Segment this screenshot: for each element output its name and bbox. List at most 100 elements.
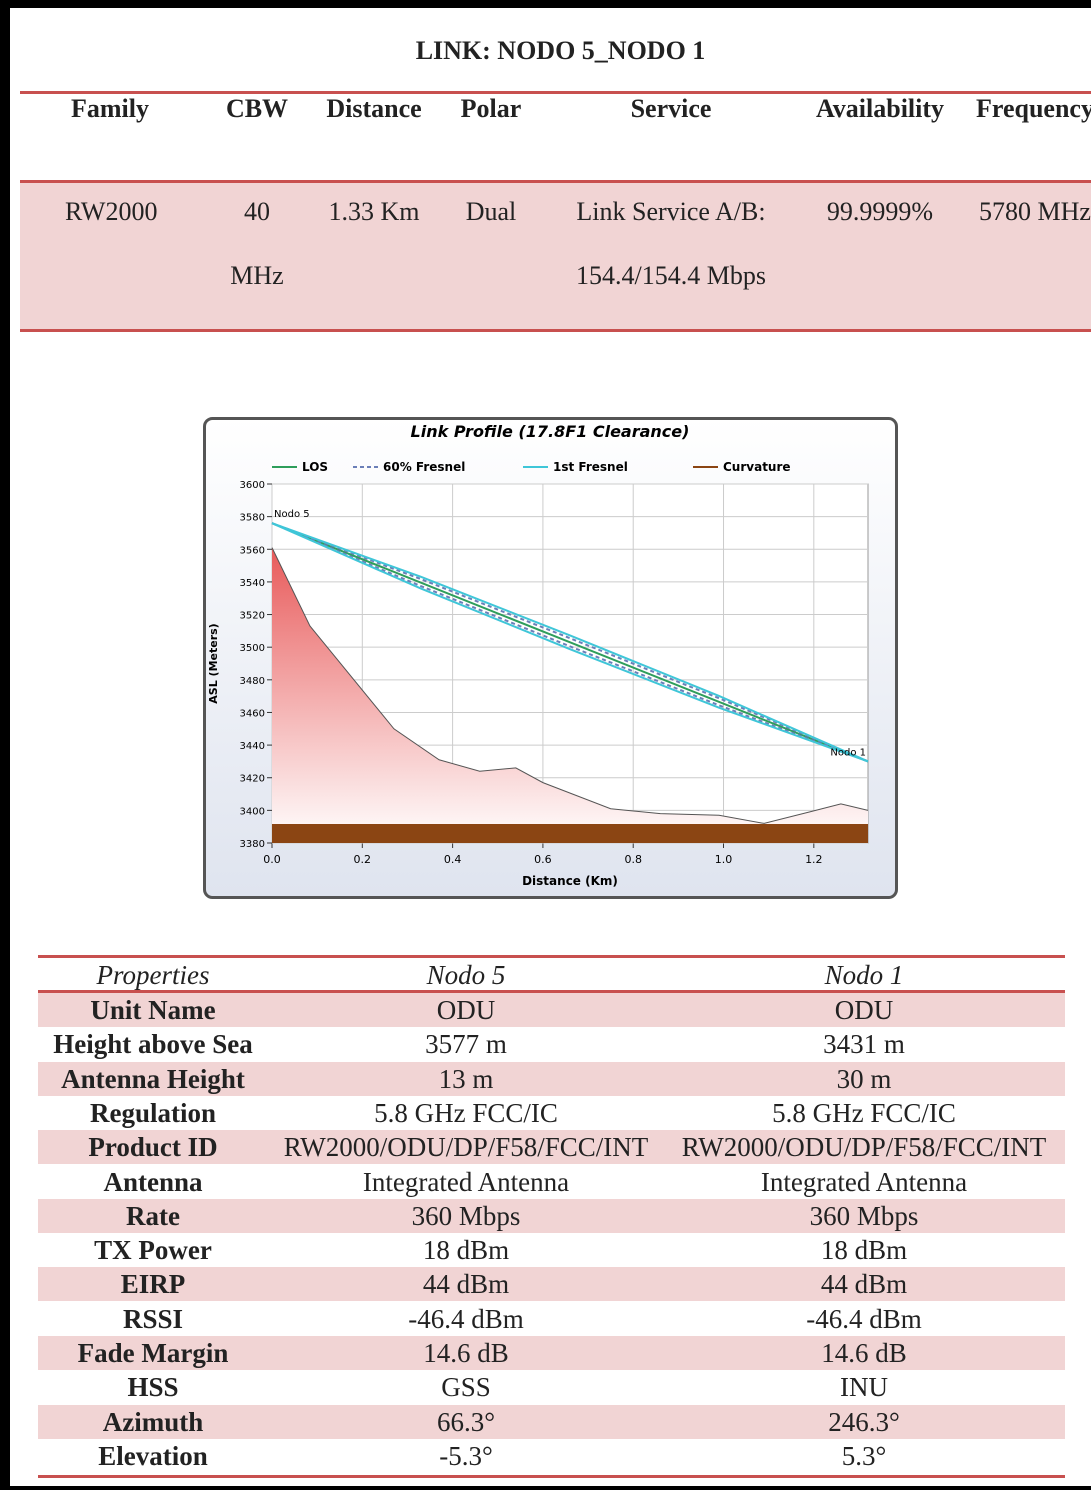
- property-value: RW2000/ODU/DP/F58/FCC/INT: [681, 1132, 1047, 1163]
- legend-label: LOS: [302, 460, 328, 474]
- y-tick-label: 3420: [240, 774, 265, 785]
- legend-label: Curvature: [723, 460, 791, 474]
- annotation: Nodo 5: [274, 509, 310, 520]
- chart-title: Link Profile (17.8F1 Clearance): [411, 422, 690, 441]
- property-value: 5.8 GHz FCC/IC: [772, 1097, 956, 1128]
- x-axis-label: Distance (Km): [522, 874, 618, 888]
- column-header: Frequency: [976, 94, 1091, 123]
- property-name: Antenna Height: [61, 1063, 245, 1094]
- property-value: GSS: [441, 1372, 491, 1403]
- table-row: HSS GSS INU: [38, 1370, 1065, 1404]
- property-name: TX Power: [94, 1235, 212, 1266]
- property-value: 3577 m: [425, 1029, 507, 1060]
- property-name: Antenna: [103, 1166, 203, 1197]
- property-value: -46.4 dBm: [408, 1303, 524, 1334]
- property-name: Product ID: [88, 1132, 218, 1163]
- property-value: 246.3°: [828, 1406, 900, 1437]
- rule: [20, 180, 1091, 183]
- property-value: 66.3°: [436, 1406, 496, 1437]
- x-tick-label: 1.2: [805, 853, 823, 866]
- property-value: RW2000/ODU/DP/F58/FCC/INT: [283, 1132, 649, 1163]
- property-name: RSSI: [122, 1303, 184, 1334]
- column-header: CBW: [225, 94, 289, 123]
- legend-label: 1st Fresnel: [553, 460, 628, 474]
- property-value: 360 Mbps: [411, 1200, 521, 1231]
- series-line: [271, 522, 869, 763]
- column-header: Nodo 5: [426, 960, 506, 990]
- link-profile-chart: Link Profile (17.8F1 Clearance) 0.0 0.2 0.…: [203, 417, 898, 899]
- table-row: Antenna Integrated Antenna Integrated Ante…: [38, 1165, 1065, 1199]
- series-line: [271, 522, 869, 763]
- annotation: Nodo 1: [830, 747, 866, 758]
- table-row: Height above Sea 3577 m 3431 m: [38, 1027, 1065, 1061]
- table-row: Unit Name ODU ODU: [38, 993, 1065, 1027]
- property-value: 18 dBm: [422, 1235, 510, 1266]
- property-value: INU: [840, 1372, 888, 1403]
- link-title: LINK: NODO 5_NODO 1: [415, 36, 706, 65]
- table-row: Product ID RW2000/ODU/DP/F58/FCC/INT RW200…: [38, 1130, 1065, 1165]
- property-value: 14.6 dB: [423, 1338, 509, 1368]
- cell: 99.9999%: [826, 197, 934, 226]
- cell: RW2000: [65, 197, 158, 226]
- header-row: Properties Nodo 5 Nodo 1: [38, 958, 1065, 992]
- cell: 1.33 Km: [328, 197, 420, 226]
- property-value: 18 dBm: [820, 1235, 908, 1266]
- row-background: [20, 180, 1091, 330]
- rule: [38, 1475, 1065, 1479]
- earth-band: [272, 825, 868, 843]
- column-header: Polar: [460, 94, 522, 123]
- column-header: Family: [71, 94, 149, 123]
- y-tick-label: 3520: [240, 611, 265, 622]
- y-tick-label: 3580: [240, 513, 265, 524]
- table-row: Regulation 5.8 GHz FCC/IC 5.8 GHz FCC/IC: [38, 1096, 1065, 1130]
- property-value: ODU: [834, 995, 894, 1025]
- property-value: -46.4 dBm: [806, 1303, 922, 1334]
- x-tick-label: 0.0: [263, 853, 281, 866]
- y-tick-label: 3380: [240, 839, 265, 850]
- property-name: HSS: [127, 1372, 179, 1403]
- property-value: 44 dBm: [422, 1269, 510, 1300]
- table-row: Rate 360 Mbps 360 Mbps: [38, 1198, 1065, 1233]
- column-header: Distance: [326, 94, 422, 123]
- cell: 40 MHz: [230, 197, 284, 290]
- y-tick-label: 3560: [240, 545, 265, 556]
- y-tick-label: 3460: [240, 708, 265, 719]
- y-tick-label: 3480: [240, 676, 265, 687]
- property-value: 13 m: [438, 1063, 494, 1094]
- property-value: 44 dBm: [820, 1269, 908, 1300]
- legend-label: 60% Fresnel: [383, 460, 465, 474]
- table-row: Fade Margin 14.6 dB 14.6 dB: [38, 1336, 1065, 1370]
- series-line: [271, 522, 869, 763]
- property-value: Integrated Antenna: [760, 1166, 968, 1197]
- x-tick-label: 0.6: [534, 853, 552, 866]
- y-tick-label: 3400: [240, 806, 265, 817]
- table-row: TX Power 18 dBm 18 dBm: [38, 1233, 1065, 1267]
- property-value: ODU: [436, 995, 496, 1025]
- series-line: [271, 522, 869, 763]
- property-value: 360 Mbps: [809, 1200, 919, 1231]
- cell: Dual: [465, 197, 517, 226]
- x-tick-label: 0.4: [444, 853, 462, 866]
- cell: 5780 MHz: [979, 197, 1091, 226]
- column-header: Availability: [815, 94, 945, 123]
- table-row: Elevation -5.3° 5.3°: [38, 1439, 1065, 1473]
- property-value: Integrated Antenna: [362, 1166, 570, 1197]
- property-name: Regulation: [89, 1097, 216, 1128]
- property-name: Height above Sea: [53, 1029, 253, 1060]
- column-header: Service: [630, 94, 712, 123]
- property-name: Elevation: [98, 1440, 208, 1471]
- column-header: Nodo 1: [824, 960, 904, 990]
- terrain-line: [271, 547, 869, 824]
- table-row: Azimuth 66.3° 246.3°: [38, 1404, 1065, 1439]
- x-tick-label: 1.0: [715, 853, 733, 866]
- property-name: Azimuth: [102, 1406, 204, 1437]
- property-name: Fade Margin: [77, 1338, 229, 1368]
- property-name: EIRP: [120, 1269, 186, 1300]
- property-value: 5.8 GHz FCC/IC: [374, 1097, 558, 1128]
- x-tick-label: 0.8: [624, 853, 642, 866]
- x-tick-label: 0.2: [354, 853, 372, 866]
- y-axis-label: ASL (Meters): [207, 623, 220, 703]
- series-line: [271, 522, 869, 763]
- property-value: 14.6 dB: [821, 1338, 907, 1368]
